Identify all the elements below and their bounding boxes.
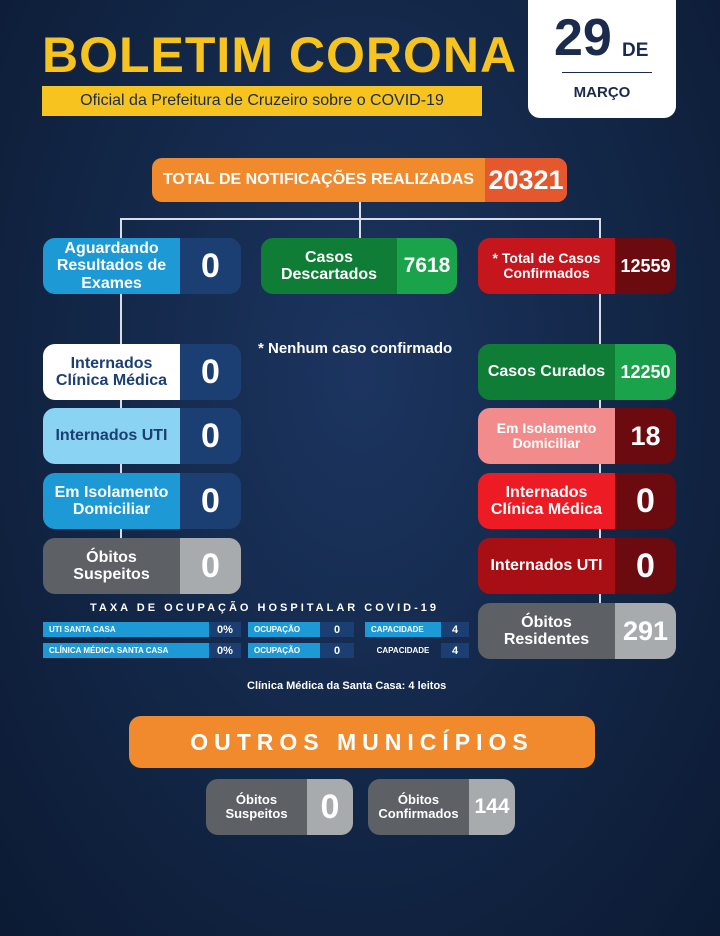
stat-label: Internados UTI [478, 538, 615, 594]
date-month: MARÇO [573, 84, 631, 101]
stat-total-confirmados: * Total de Casos Confirmados 12559 [478, 238, 676, 294]
occupancy-title: TAXA DE OCUPAÇÃO HOSPITALAR COVID-19 [90, 602, 439, 614]
note-nenhum-caso: * Nenhum caso confirmado [258, 340, 453, 357]
total-value: 20321 [485, 158, 567, 202]
occupancy-row-name: UTI SANTA CASA [43, 622, 209, 637]
occupancy-row-cap-label: CAPACIDADE [376, 646, 430, 655]
stat-label: Aguardando Resultados de Exames [43, 238, 180, 294]
stat-value: 0 [180, 344, 241, 400]
total-label: TOTAL DE NOTIFICAÇÕES REALIZADAS [162, 171, 475, 188]
stat-obitos-residentes: Óbitos Residentes 291 [478, 603, 676, 659]
stat-label: Internados UTI [43, 408, 180, 464]
stat-internados-uti-right: Internados UTI 0 [478, 538, 676, 594]
stat-isolamento-left: Em Isolamento Domiciliar 0 [43, 473, 241, 529]
date-card: 29 DE MARÇO [528, 0, 676, 118]
connector-right-drop [599, 218, 601, 238]
occupancy-row-rate: 0% [209, 622, 241, 637]
occupancy-row-occ-label: OCUPAÇÃO [248, 622, 320, 637]
connector-trunk [359, 202, 361, 238]
stat-aguardando: Aguardando Resultados de Exames 0 [43, 238, 241, 294]
total-notifications: TOTAL DE NOTIFICAÇÕES REALIZADAS 20321 [152, 158, 567, 202]
occupancy-row-cap: 4 [441, 622, 469, 637]
outros-municipios-banner: OUTROS MUNICÍPIOS [129, 716, 595, 768]
occupancy-row-cap: 4 [441, 643, 469, 658]
stat-internados-clinica-left: Internados Clínica Médica 0 [43, 344, 241, 400]
stat-label: Óbitos Residentes [478, 603, 615, 659]
stat-value: 0 [615, 473, 676, 529]
stat-label: Em Isolamento Domiciliar [43, 473, 180, 529]
stat-value: 0 [615, 538, 676, 594]
bulletin-subtitle: Oficial da Prefeitura de Cruzeiro sobre … [42, 86, 482, 116]
stat-label: Óbitos Confirmados [368, 779, 469, 835]
stat-value: 291 [615, 603, 676, 659]
stat-internados-uti-left: Internados UTI 0 [43, 408, 241, 464]
stat-label: Internados Clínica Médica [43, 344, 180, 400]
stat-internados-clinica-right: Internados Clínica Médica 0 [478, 473, 676, 529]
connector-left-drop [120, 218, 122, 238]
occupancy-row-occ: 0 [320, 643, 354, 658]
stat-descartados: Casos Descartados 7618 [261, 238, 457, 294]
stat-value: 0 [180, 473, 241, 529]
occupancy-footnote: Clínica Médica da Santa Casa: 4 leitos [247, 680, 447, 692]
stat-label: Casos Curados [478, 344, 615, 400]
stat-label: Internados Clínica Médica [478, 473, 615, 529]
stat-value: 12250 [615, 344, 676, 400]
stat-value: 0 [307, 779, 353, 835]
bulletin-title: BOLETIM CORONA [42, 27, 518, 83]
stat-isolamento-right: Em Isolamento Domiciliar 18 [478, 408, 676, 464]
stat-value: 0 [180, 408, 241, 464]
stat-label: Óbitos Suspeitos [206, 779, 307, 835]
stat-value: 7618 [397, 238, 457, 294]
stat-value: 18 [615, 408, 676, 464]
connector-horizontal [120, 218, 600, 220]
date-day: 29 [554, 9, 612, 67]
stat-curados: Casos Curados 12250 [478, 344, 676, 400]
stat-value: 12559 [615, 238, 676, 294]
stat-label: * Total de Casos Confirmados [478, 238, 615, 294]
occupancy-row-name: CLÍNICA MÉDICA SANTA CASA [43, 643, 209, 658]
stat-outros-suspeitos: Óbitos Suspeitos 0 [206, 779, 353, 835]
stat-label: Óbitos Suspeitos [43, 538, 180, 594]
occupancy-row-occ: 0 [320, 622, 354, 637]
stat-value: 0 [180, 238, 241, 294]
occupancy-row-occ-label: OCUPAÇÃO [248, 643, 320, 658]
stat-obitos-suspeitos: Óbitos Suspeitos 0 [43, 538, 241, 594]
date-divider [562, 72, 652, 73]
occupancy-row-rate: 0% [209, 643, 241, 658]
occupancy-row-cap-label: CAPACIDADE [365, 622, 441, 637]
stat-value: 0 [180, 538, 241, 594]
date-de: DE [622, 40, 649, 61]
stat-label: Casos Descartados [261, 238, 397, 294]
stat-label: Em Isolamento Domiciliar [478, 408, 615, 464]
stat-outros-confirmados: Óbitos Confirmados 144 [368, 779, 515, 835]
stat-value: 144 [469, 779, 515, 835]
